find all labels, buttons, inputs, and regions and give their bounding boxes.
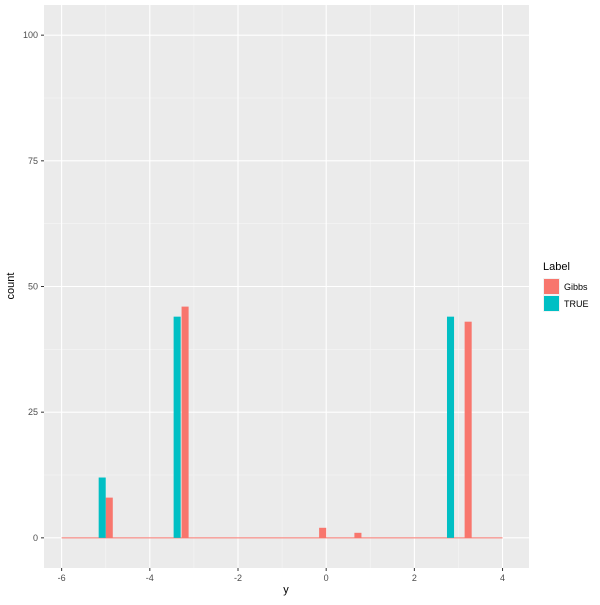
y-axis-label: count <box>5 273 17 300</box>
y-tick-label: 0 <box>33 533 38 543</box>
legend-title: Label <box>543 261 570 273</box>
bar-true <box>173 316 181 538</box>
bar-gibbs <box>181 306 189 538</box>
y-tick-label: 25 <box>28 407 38 417</box>
x-tick-label: -4 <box>146 573 154 583</box>
legend-key-true <box>544 296 559 311</box>
y-tick-label: 75 <box>28 156 38 166</box>
bar-gibbs <box>105 497 113 538</box>
y-tick-label: 50 <box>28 282 38 292</box>
legend-key-gibbs <box>544 279 559 294</box>
bar-gibbs <box>354 532 362 538</box>
bars-layer <box>61 306 503 539</box>
y-axis: 0 25 50 75 100 <box>23 30 44 543</box>
x-axis: -6 -4 -2 0 2 4 <box>58 568 505 583</box>
legend-label-gibbs: Gibbs <box>564 282 588 292</box>
x-tick-label: 0 <box>324 573 329 583</box>
bar-true <box>98 477 106 538</box>
bar-gibbs <box>464 321 472 538</box>
legend: Label Gibbs TRUE <box>543 261 589 312</box>
x-tick-label: 4 <box>500 573 505 583</box>
x-tick-label: -6 <box>58 573 66 583</box>
y-tick-label: 100 <box>23 30 38 40</box>
x-tick-label: -2 <box>234 573 242 583</box>
x-axis-label: y <box>283 584 289 596</box>
bar-gibbs <box>319 527 327 538</box>
legend-label-true: TRUE <box>564 299 589 309</box>
bar-true <box>446 316 455 538</box>
x-tick-label: 2 <box>412 573 417 583</box>
